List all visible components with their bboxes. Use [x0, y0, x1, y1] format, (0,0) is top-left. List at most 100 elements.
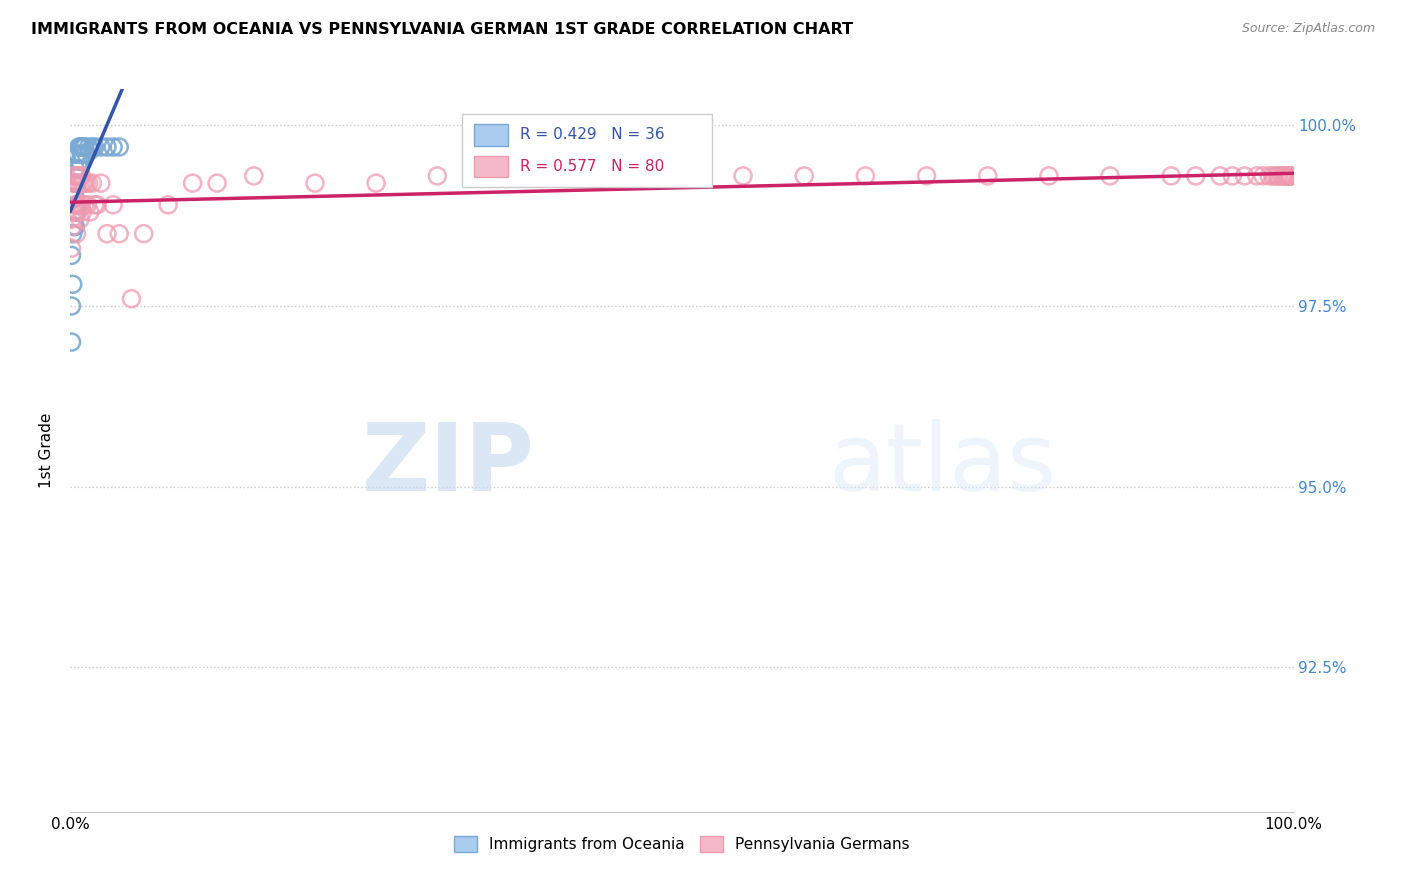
- Point: [304, 176, 326, 190]
- Point: [73, 198, 96, 212]
- Point: [488, 169, 510, 183]
- Point: [1272, 169, 1295, 183]
- Text: Source: ZipAtlas.com: Source: ZipAtlas.com: [1241, 22, 1375, 36]
- Point: [1277, 169, 1299, 183]
- Point: [671, 169, 693, 183]
- Point: [66, 205, 89, 219]
- Point: [96, 140, 118, 154]
- Point: [181, 176, 204, 190]
- Point: [1220, 169, 1243, 183]
- Point: [1274, 169, 1296, 183]
- Text: IMMIGRANTS FROM OCEANIA VS PENNSYLVANIA GERMAN 1ST GRADE CORRELATION CHART: IMMIGRANTS FROM OCEANIA VS PENNSYLVANIA …: [31, 22, 853, 37]
- Point: [60, 241, 83, 255]
- Point: [1278, 169, 1301, 183]
- Point: [66, 169, 89, 183]
- Point: [75, 176, 97, 190]
- Point: [72, 140, 94, 154]
- Bar: [474, 124, 508, 145]
- Point: [855, 169, 877, 183]
- Point: [205, 176, 228, 190]
- Point: [83, 198, 105, 212]
- Point: [62, 227, 84, 241]
- Point: [65, 147, 87, 161]
- Point: [1278, 169, 1301, 183]
- Point: [70, 198, 93, 212]
- Point: [915, 169, 938, 183]
- Point: [65, 227, 87, 241]
- Point: [65, 198, 87, 212]
- Point: [60, 212, 83, 227]
- Point: [121, 292, 143, 306]
- Point: [76, 198, 98, 212]
- Text: atlas: atlas: [828, 419, 1057, 511]
- Point: [72, 205, 94, 219]
- Point: [63, 161, 86, 176]
- Point: [79, 205, 101, 219]
- Point: [1278, 169, 1301, 183]
- Point: [73, 176, 96, 190]
- Point: [65, 176, 87, 190]
- Point: [75, 147, 97, 161]
- Point: [63, 219, 86, 234]
- Legend: Immigrants from Oceania, Pennsylvania Germans: Immigrants from Oceania, Pennsylvania Ge…: [449, 830, 915, 858]
- Point: [426, 169, 449, 183]
- Point: [1038, 169, 1060, 183]
- Point: [1271, 169, 1294, 183]
- Point: [69, 212, 91, 227]
- Point: [1278, 169, 1301, 183]
- Point: [63, 169, 86, 183]
- Point: [63, 176, 86, 190]
- Text: R = 0.429   N = 36: R = 0.429 N = 36: [520, 128, 665, 142]
- Point: [69, 140, 91, 154]
- Bar: [474, 156, 508, 178]
- Point: [157, 198, 180, 212]
- Point: [1278, 169, 1301, 183]
- Point: [1268, 169, 1291, 183]
- Point: [72, 176, 94, 190]
- Point: [62, 190, 84, 204]
- Point: [60, 299, 83, 313]
- Point: [108, 227, 131, 241]
- Point: [67, 161, 90, 176]
- Point: [90, 176, 112, 190]
- Point: [1264, 169, 1286, 183]
- Y-axis label: 1st Grade: 1st Grade: [39, 413, 55, 488]
- Point: [132, 227, 155, 241]
- Point: [1278, 169, 1301, 183]
- Point: [1209, 169, 1232, 183]
- Point: [1258, 169, 1281, 183]
- Text: ZIP: ZIP: [363, 419, 536, 511]
- Point: [70, 169, 93, 183]
- Point: [1251, 169, 1274, 183]
- Point: [86, 198, 108, 212]
- Point: [1267, 169, 1289, 183]
- Point: [1278, 169, 1301, 183]
- Point: [62, 190, 84, 204]
- Point: [73, 140, 96, 154]
- Point: [1278, 169, 1301, 183]
- Text: R = 0.577   N = 80: R = 0.577 N = 80: [520, 159, 665, 174]
- Point: [77, 140, 100, 154]
- Point: [67, 140, 90, 154]
- Point: [1160, 169, 1182, 183]
- Point: [79, 144, 101, 158]
- Point: [96, 227, 118, 241]
- Point: [70, 147, 93, 161]
- Point: [83, 140, 105, 154]
- Point: [63, 219, 86, 234]
- Point: [1184, 169, 1206, 183]
- Point: [65, 205, 87, 219]
- Point: [82, 140, 104, 154]
- Point: [1270, 169, 1292, 183]
- Point: [108, 140, 131, 154]
- Point: [62, 277, 84, 292]
- Point: [1275, 169, 1298, 183]
- Point: [733, 169, 755, 183]
- Point: [1278, 169, 1301, 183]
- Point: [69, 176, 91, 190]
- Point: [69, 154, 91, 169]
- Point: [60, 334, 83, 349]
- Point: [1099, 169, 1122, 183]
- Point: [66, 147, 89, 161]
- Point: [66, 176, 89, 190]
